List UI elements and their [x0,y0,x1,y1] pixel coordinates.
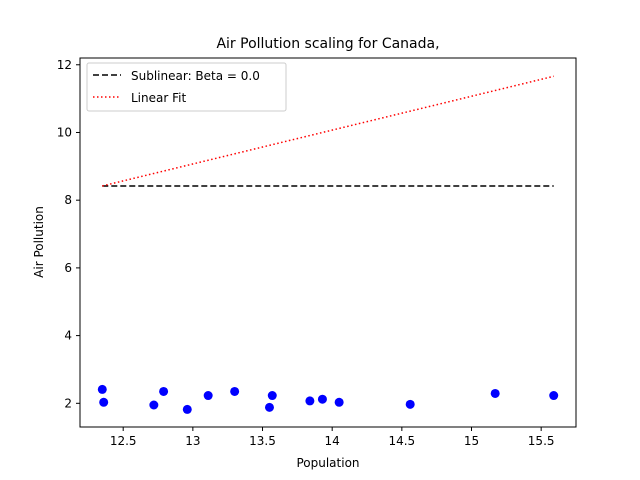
data-point [305,396,315,406]
data-point [182,404,192,414]
y-tick-label: 12 [57,58,72,72]
y-tick-label: 2 [64,396,72,410]
data-point [99,397,109,407]
plot-frame [79,57,577,428]
chart-title: Air Pollution scaling for Canada, [216,36,439,52]
plot-area [97,75,559,414]
data-point [97,384,107,394]
data-point [230,386,240,396]
y-tick-label: 6 [64,261,72,275]
x-tick-label: 12.5 [110,434,137,448]
data-point [264,402,274,412]
legend: Sublinear: Beta = 0.0 Linear Fit [86,62,287,112]
data-point [549,391,559,401]
y-tick-label: 8 [64,193,72,207]
x-tick-label: 13 [185,434,200,448]
x-tick-label: 15.5 [528,434,555,448]
y-tick-label: 10 [57,125,72,139]
data-point [490,388,500,398]
axes: 12.5 13 13.5 14 14.5 15 15.5 2 4 6 8 10 12 [57,58,555,448]
data-point [203,391,213,401]
linear-fit-line [102,75,554,187]
y-tick-label: 4 [64,329,72,343]
data-point [405,399,415,409]
data-point [149,400,159,410]
data-point [334,397,344,407]
data-point [159,386,169,396]
legend-label-sublinear: Sublinear: Beta = 0.0 [131,69,260,83]
x-tick-label: 15 [464,434,479,448]
data-point [317,394,327,404]
legend-box [86,62,287,112]
data-point [267,391,277,401]
x-tick-label: 13.5 [249,434,276,448]
legend-label-linear-fit: Linear Fit [131,91,186,105]
x-tick-label: 14.5 [388,434,415,448]
x-tick-label: 14 [325,434,340,448]
x-axis-label: Population [296,456,359,470]
y-axis-label: Air Pollution [32,206,46,278]
